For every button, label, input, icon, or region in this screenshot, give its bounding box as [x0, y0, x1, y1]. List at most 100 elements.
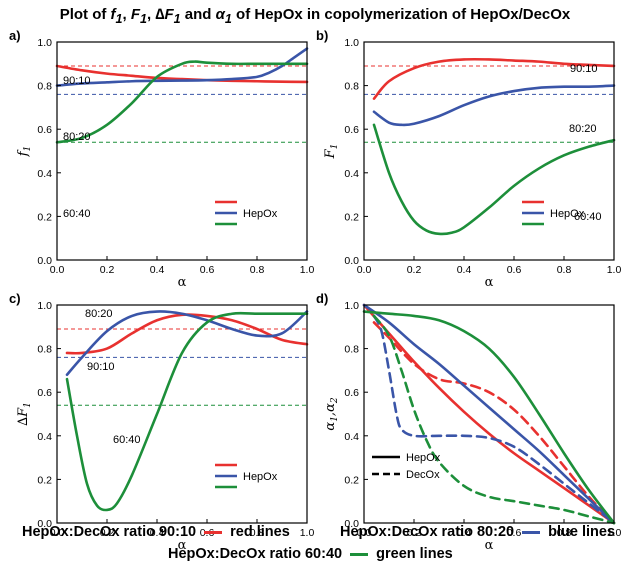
x-tick-label: 0.0: [50, 264, 65, 276]
y-tick-label: 0.6: [37, 387, 52, 399]
series-line-green: [362, 310, 616, 525]
series-line-red-dashed: [372, 321, 616, 525]
panel-frame: [56, 304, 308, 524]
title-f: f: [110, 6, 116, 23]
caption-green-suffix: green lines: [376, 546, 453, 562]
title-alpha-sub: 1: [224, 12, 232, 26]
x-tick-label: 0.2: [407, 527, 422, 539]
y-tick-label: 0.6: [344, 387, 359, 399]
caption-red: HepOx:DecOx ratio 90:10 red lines: [22, 524, 290, 540]
panel-frame: [363, 41, 615, 261]
y-axis-label: F1: [323, 144, 340, 160]
x-tick-label: 0.8: [250, 527, 265, 539]
x-axis-label: α: [485, 275, 494, 290]
y-tick-label: 0.2: [37, 474, 52, 486]
x-axis-label: α: [178, 275, 187, 290]
ratio-annotation: 90:10: [87, 361, 115, 373]
ratio-annotation: 80:20: [85, 308, 113, 320]
y-tick-label: 0.4: [37, 168, 52, 180]
legend-label-hepox: HepOx: [406, 452, 441, 464]
y-tick-label: 0.8: [344, 81, 359, 93]
series-line-green-dashed: [372, 314, 616, 525]
legend-label: HepOx: [550, 208, 585, 220]
panel-4: 0.0 0.2 0.4 0.6 0.8 1.0 0.0 0.2 0.4 0.6 0.8 1.0 α α1,…: [316, 291, 621, 553]
figure-title: Plot of f1, F1, ∆F1 and α1 of HepOx in c…: [0, 6, 630, 26]
x-tick-label: 0.2: [100, 264, 115, 276]
x-tick-label: 0.6: [507, 527, 522, 539]
ratio-annotation: 90:10: [63, 75, 91, 87]
x-axis-label: α: [485, 538, 494, 553]
legend-label: HepOx: [243, 471, 278, 483]
y-tick-label: 0.4: [344, 168, 359, 180]
title-and: and: [180, 6, 212, 23]
x-tick-label: 0.4: [150, 527, 165, 539]
x-tick-label: 0.2: [407, 264, 422, 276]
y-tick-label: 0.6: [37, 124, 52, 136]
y-tick-label: 0.8: [344, 344, 359, 356]
y-tick-label: 0.0: [37, 518, 52, 530]
caption-red-swatch: [204, 530, 223, 534]
ratio-annotation: 60:40: [113, 434, 141, 446]
panel-1: 0.0 0.2 0.4 0.6 0.8 1.0 0.0 0.2 0.4 0.6 0.8 1.0 α f1 a…: [9, 28, 314, 290]
caption-blue: HepOx:DecOx ratio 80:20 blue lines: [340, 524, 615, 540]
ratio-annotation: 60:40: [63, 208, 91, 220]
x-tick-label: 1.0: [607, 527, 622, 539]
title-F: F: [130, 6, 140, 23]
series-line-blue: [65, 310, 309, 377]
series-line-blue: [372, 84, 616, 127]
x-axis-label: α: [178, 538, 187, 553]
y-tick-label: 0.0: [344, 518, 359, 530]
series-line-red: [362, 303, 616, 525]
panel-label: c): [9, 291, 21, 306]
ratio-annotation: 60:40: [574, 211, 602, 223]
x-tick-label: 0.8: [557, 527, 572, 539]
y-axis-label: ∆F1: [16, 402, 33, 426]
series-line-red: [372, 57, 616, 100]
series-line-green: [55, 60, 309, 144]
y-tick-label: 0.6: [344, 124, 359, 136]
title-prefix: Plot of: [59, 6, 111, 23]
series-line-green: [65, 311, 309, 512]
legend-label-decox: DecOx: [406, 469, 440, 481]
panel-2: 0.0 0.2 0.4 0.6 0.8 1.0 0.0 0.2 0.4 0.6 0.8 1.0 α F1 b…: [316, 28, 621, 290]
x-tick-label: 0.0: [357, 264, 372, 276]
title-comma-2: ,: [146, 6, 156, 23]
x-tick-label: 0.2: [100, 527, 115, 539]
x-tick-label: 1.0: [300, 527, 315, 539]
caption-green: HepOx:DecOx ratio 60:40 green lines: [168, 546, 453, 562]
title-comma-1: ,: [122, 6, 131, 23]
y-tick-label: 1.0: [344, 37, 359, 49]
caption-green-swatch: [350, 552, 369, 556]
y-axis-label: f1: [16, 146, 33, 158]
panel-frame: [363, 304, 615, 524]
caption-blue-suffix: blue lines: [548, 524, 616, 540]
x-tick-label: 0.8: [250, 264, 265, 276]
caption-red-suffix: red lines: [230, 524, 290, 540]
y-tick-label: 0.2: [37, 211, 52, 223]
panel-label: a): [9, 28, 21, 43]
y-tick-label: 0.4: [37, 431, 52, 443]
y-tick-label: 1.0: [37, 37, 52, 49]
ratio-annotation: 80:20: [569, 123, 597, 135]
title-suffix: of HepOx in copolymerization of HepOx/De…: [231, 6, 571, 23]
x-tick-label: 1.0: [607, 264, 622, 276]
x-tick-label: 0.6: [507, 264, 522, 276]
y-tick-label: 0.2: [344, 474, 359, 486]
caption-blue-text: HepOx:DecOx ratio 80:20: [340, 524, 515, 540]
x-tick-label: 0.4: [457, 527, 472, 539]
ratio-annotation: 80:20: [63, 131, 91, 143]
title-alpha: α: [215, 6, 225, 23]
caption-red-text: HepOx:DecOx ratio 90:10: [22, 524, 197, 540]
panel-label: d): [316, 291, 328, 306]
title-dF: ∆F: [155, 6, 174, 23]
caption-blue-swatch: [522, 530, 541, 534]
x-tick-label: 0.4: [150, 264, 165, 276]
panel-3: 0.00.20.40.60.81.00.00.20.40.60.81.0α∆F1…: [9, 291, 314, 553]
series-line-green: [372, 123, 616, 236]
panel-label: b): [316, 28, 328, 43]
title-dF-sub: 1: [173, 12, 181, 26]
y-tick-label: 0.4: [344, 431, 359, 443]
x-tick-label: 0.8: [557, 264, 572, 276]
